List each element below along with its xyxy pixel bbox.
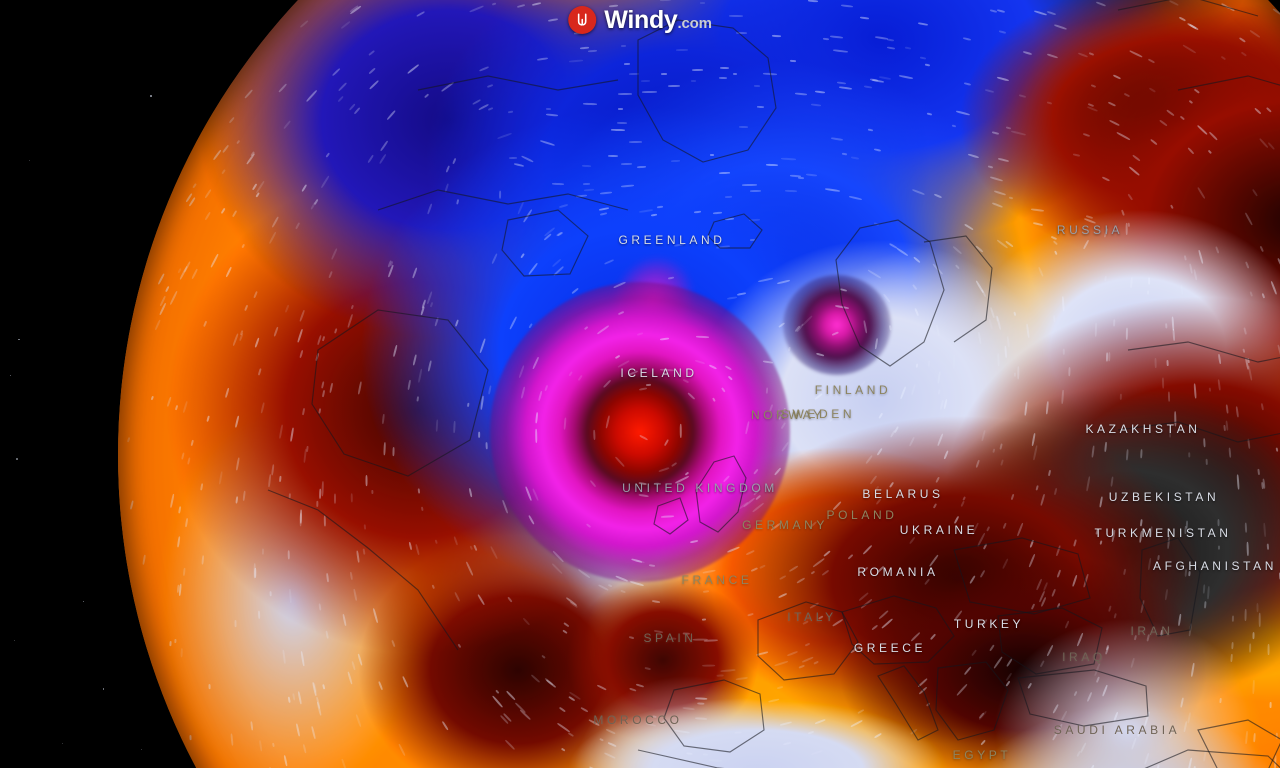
star xyxy=(62,743,64,745)
windy-wordmark: Windy xyxy=(604,5,678,34)
star xyxy=(82,601,84,603)
star xyxy=(13,640,15,642)
star xyxy=(28,160,30,162)
star xyxy=(102,688,105,691)
country-borders xyxy=(267,0,1280,768)
star xyxy=(10,375,12,377)
star xyxy=(16,457,19,460)
star xyxy=(18,338,20,341)
windy-logo-icon xyxy=(568,6,597,34)
windy-logo[interactable]: Windy .com xyxy=(568,6,712,34)
globe[interactable] xyxy=(118,0,1280,768)
windy-tld: .com xyxy=(677,14,712,32)
